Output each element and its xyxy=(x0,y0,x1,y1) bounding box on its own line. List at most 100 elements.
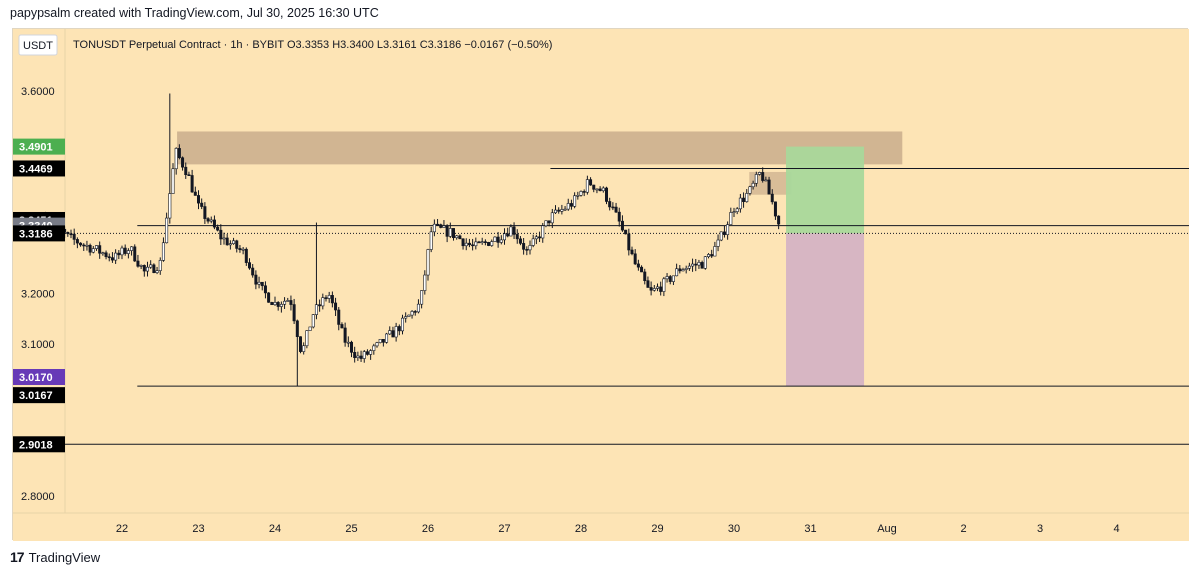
candle xyxy=(604,186,608,205)
candle-body xyxy=(69,233,73,236)
candle xyxy=(410,310,414,319)
candle-body xyxy=(538,236,542,239)
candle xyxy=(767,176,771,195)
candle xyxy=(276,301,280,311)
x-tick-label: 3 xyxy=(1037,523,1043,535)
candle-body xyxy=(655,286,659,289)
candle xyxy=(471,238,475,251)
candle xyxy=(308,326,312,331)
candle-body xyxy=(95,245,99,249)
candle xyxy=(703,256,707,270)
candle-body xyxy=(659,286,663,292)
candle-body xyxy=(149,264,153,268)
candle-body xyxy=(260,281,264,287)
candle xyxy=(461,238,465,250)
candle xyxy=(270,301,274,306)
candle xyxy=(509,224,513,237)
candle xyxy=(88,243,92,256)
candle xyxy=(665,273,669,283)
candle xyxy=(722,225,726,238)
candle xyxy=(649,281,653,296)
candle-body xyxy=(110,257,114,261)
candle-body xyxy=(88,244,92,253)
candle-body xyxy=(770,193,774,203)
candle-body xyxy=(101,252,105,255)
candle-body xyxy=(573,195,577,207)
candle xyxy=(187,171,191,176)
candle xyxy=(620,215,624,232)
candle-body xyxy=(184,166,188,175)
candle-body xyxy=(480,241,484,243)
candle xyxy=(573,192,577,209)
candle xyxy=(458,234,462,240)
candle xyxy=(493,236,497,242)
candle xyxy=(502,228,506,245)
candle xyxy=(662,276,666,297)
candle-body xyxy=(187,174,191,176)
candle-body xyxy=(531,238,535,246)
candlestick-chart[interactable]: USDT TONUSDT Perpetual Contract · 1h · BY… xyxy=(13,29,1189,541)
candle xyxy=(534,234,538,245)
candle xyxy=(146,261,150,277)
candle-body xyxy=(330,295,334,304)
candle xyxy=(385,332,389,344)
candle-body xyxy=(569,203,573,207)
candle xyxy=(343,322,347,347)
chart-caption: papypsalm created with TradingView.com, … xyxy=(10,6,379,20)
candle xyxy=(738,193,742,213)
chart-panel[interactable]: USDT TONUSDT Perpetual Contract · 1h · BY… xyxy=(12,28,1189,541)
candle-body xyxy=(684,267,688,270)
candle-body xyxy=(79,242,83,246)
candle xyxy=(260,281,264,291)
currency-badge: USDT xyxy=(18,34,58,56)
candle-body xyxy=(404,316,408,319)
candle-body xyxy=(550,212,554,224)
candle-body xyxy=(142,265,146,272)
candle-body xyxy=(394,326,398,338)
candle-body xyxy=(662,278,666,292)
candle-body xyxy=(620,220,624,231)
x-tick-label: 4 xyxy=(1113,523,1119,535)
chart-background xyxy=(13,29,1189,541)
candle-body xyxy=(203,206,207,219)
candle-body xyxy=(439,224,443,228)
candle xyxy=(617,207,621,227)
candle xyxy=(579,190,583,197)
y-tick-label: 2.8000 xyxy=(21,491,55,503)
candle xyxy=(582,189,586,197)
candle-body xyxy=(748,186,752,194)
candle-body xyxy=(630,249,634,255)
candle xyxy=(120,245,124,260)
candle xyxy=(710,249,714,258)
candle-body xyxy=(107,256,111,259)
candle-body xyxy=(547,220,551,224)
candle xyxy=(560,204,564,215)
candle xyxy=(601,186,605,193)
candle-body xyxy=(263,285,267,294)
candle-body xyxy=(490,241,494,246)
candle-body xyxy=(496,236,500,243)
candle xyxy=(496,231,500,248)
candle-body xyxy=(359,355,363,359)
candle-body xyxy=(643,271,647,281)
candle xyxy=(190,169,194,193)
candle-body xyxy=(369,350,373,355)
candle-body xyxy=(509,226,513,237)
candle xyxy=(279,301,283,313)
candle-body xyxy=(385,333,389,343)
candle-body xyxy=(311,314,315,328)
x-tick-label: 31 xyxy=(804,523,816,535)
candle xyxy=(165,212,169,244)
candle xyxy=(681,267,685,272)
candle-body xyxy=(592,184,596,190)
candle xyxy=(525,246,529,256)
tradingview-logo[interactable]: 17 TradingView xyxy=(10,549,100,565)
candle-body xyxy=(254,274,258,285)
take-profit-zone xyxy=(786,146,865,234)
candle xyxy=(420,290,424,309)
currency-badge-label: USDT xyxy=(23,40,53,52)
candle-body xyxy=(139,265,143,267)
candle-body xyxy=(238,248,242,251)
candle xyxy=(729,207,733,225)
candle-body xyxy=(365,351,369,355)
